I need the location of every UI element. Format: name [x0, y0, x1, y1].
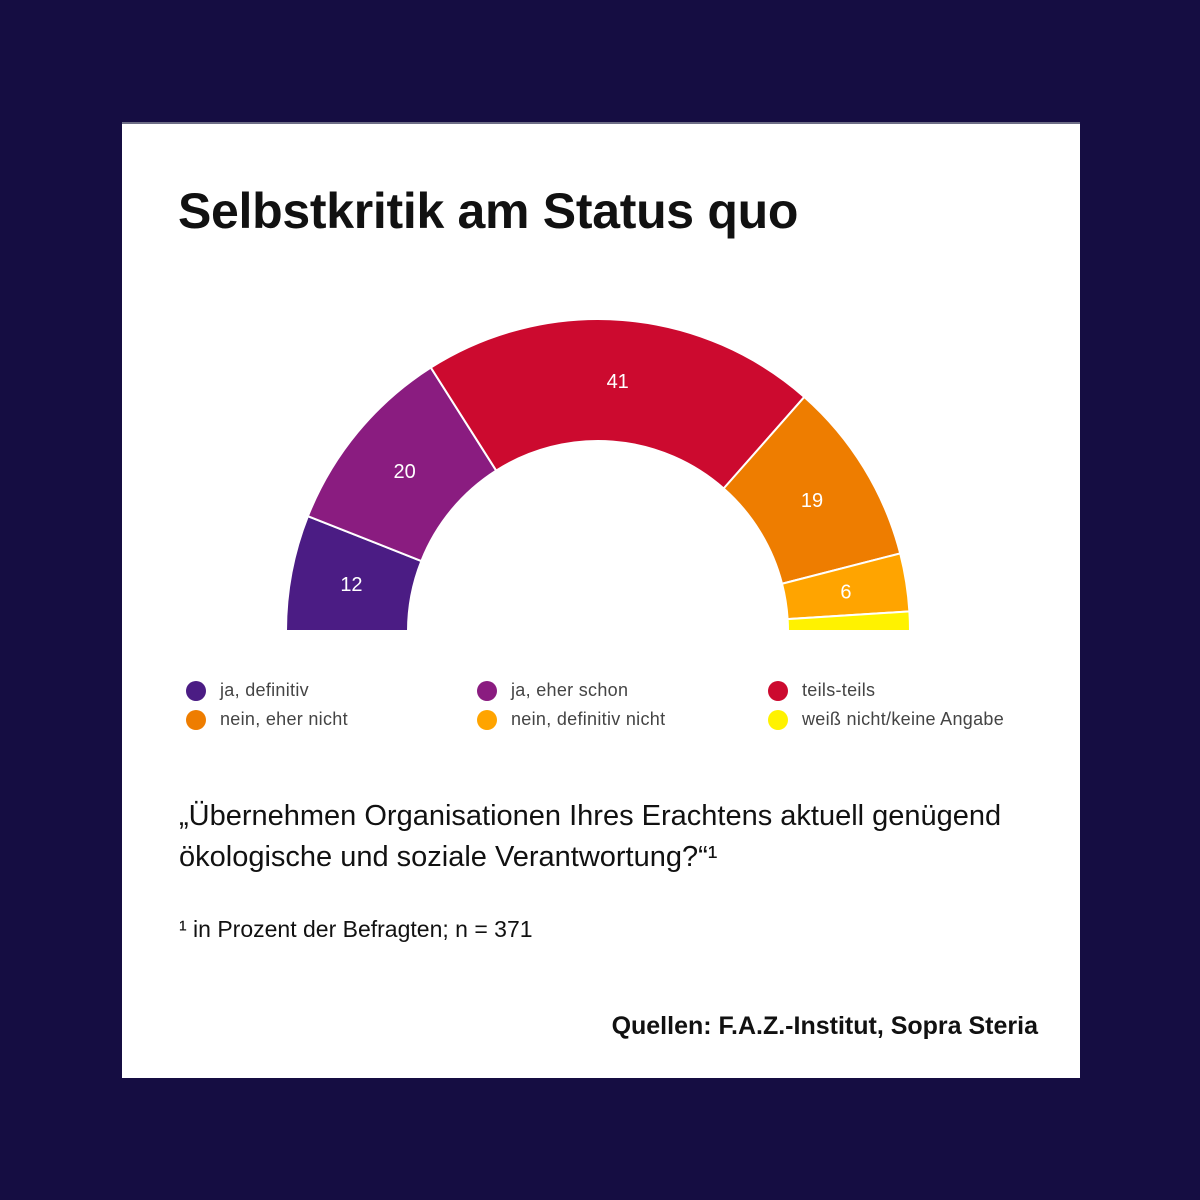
data-label-ja-definitiv: 12 — [340, 574, 362, 596]
legend-swatch — [768, 680, 788, 701]
legend-swatch — [186, 680, 206, 701]
data-label-teils-teils: 41 — [607, 371, 629, 393]
legend-label: ja, definitiv — [220, 680, 309, 700]
chart-title: Selbstkritik am Status quo — [178, 183, 799, 239]
legend-label: ja, eher schon — [511, 680, 629, 700]
legend-swatch — [186, 709, 206, 730]
legend-label: nein, eher nicht — [220, 709, 348, 729]
data-label-nein-definitiv-nicht: 6 — [840, 582, 851, 604]
legend-item-nein-definitiv-nicht: nein, definitiv nicht — [477, 709, 768, 730]
legend-swatch — [477, 680, 497, 701]
legend-item-ja-definitiv: ja, definitiv — [186, 680, 477, 701]
legend-item-ja-eher-schon: ja, eher schon — [477, 680, 768, 701]
legend-item-weiss-nicht-keine-angabe: weiß nicht/keine Angabe — [768, 709, 1056, 730]
legend-swatch — [477, 709, 497, 730]
slice-weiss-nicht-keine-angabe — [786, 610, 912, 632]
footnote: ¹ in Prozent der Befragten; n = 371 — [179, 916, 533, 942]
slice-teils-teils — [429, 318, 806, 490]
chart-legend: ja, definitiv ja, eher schon teils-teils ne… — [186, 680, 1056, 730]
legend-label: weiß nicht/keine Angabe — [802, 709, 1005, 729]
half-donut-chart: 12 20 41 19 6 — [284, 318, 912, 632]
infographic-card: Selbstkritik am Status quo 12 20 41 19 6 ja,… — [122, 122, 1080, 1078]
legend-item-teils-teils: teils-teils — [768, 680, 1056, 701]
source-credit: Quellen: F.A.Z.-Institut, Sopra Steria — [611, 1012, 1038, 1040]
legend-label: nein, definitiv nicht — [511, 709, 666, 729]
legend-item-nein-eher-nicht: nein, eher nicht — [186, 709, 477, 730]
legend-swatch — [768, 709, 788, 730]
legend-label: teils-teils — [802, 680, 876, 700]
survey-question: „Übernehmen Organisationen Ihres Erachte… — [179, 800, 1002, 873]
data-label-ja-eher-schon: 20 — [393, 461, 415, 483]
data-label-nein-eher-nicht: 19 — [801, 490, 823, 512]
